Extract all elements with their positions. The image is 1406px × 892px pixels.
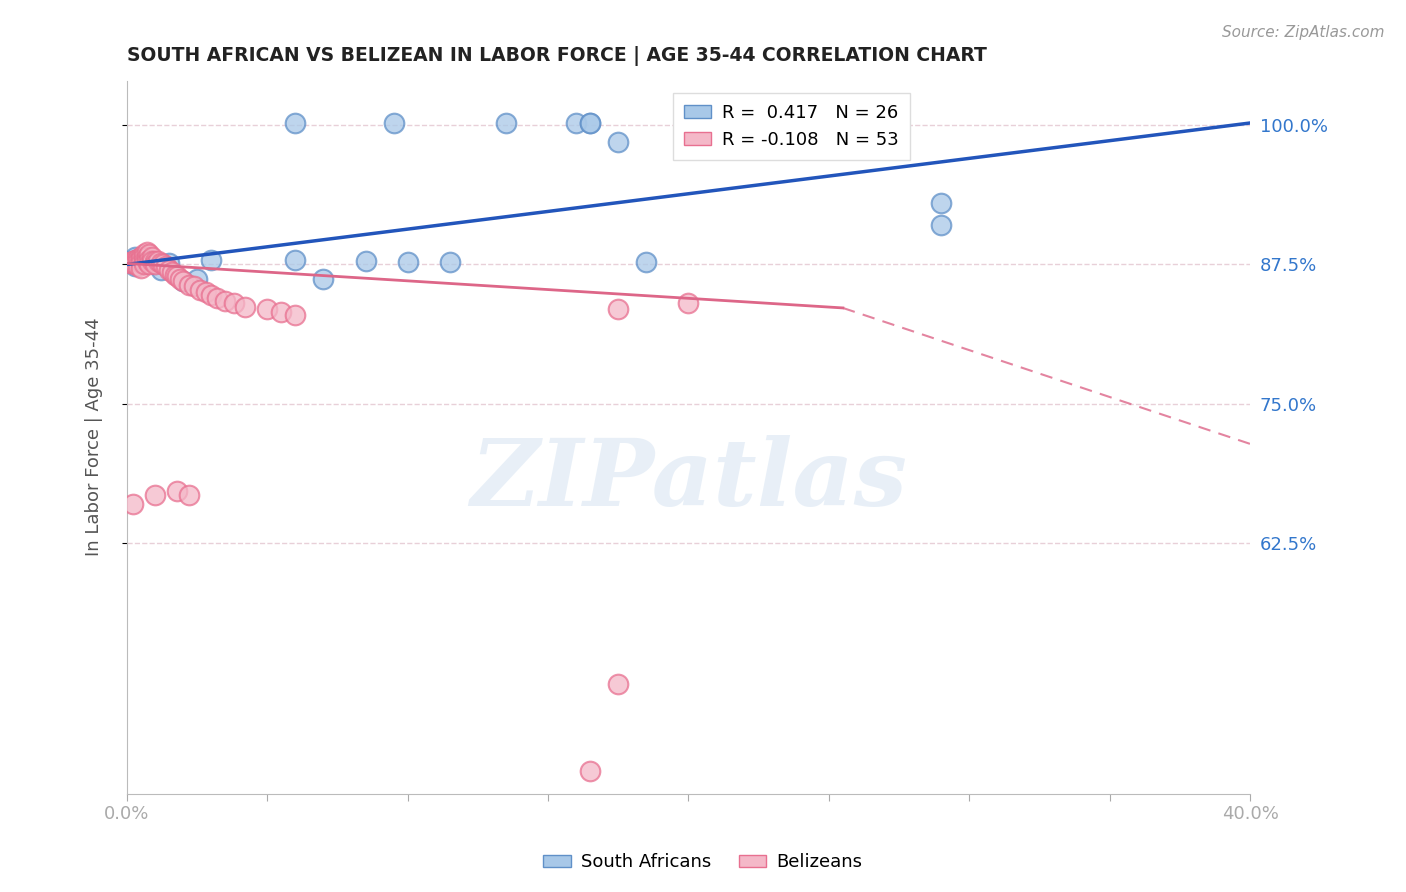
Point	[873, 116, 896, 130]
Point	[132, 250, 155, 264]
Point	[132, 254, 155, 268]
Point	[124, 259, 146, 273]
Point	[172, 274, 194, 288]
Point	[135, 252, 157, 266]
Point	[183, 278, 205, 293]
Point	[135, 250, 157, 264]
Point	[138, 247, 160, 261]
Point	[143, 488, 166, 502]
Point	[284, 116, 307, 130]
Legend: South Africans, Belizeans: South Africans, Belizeans	[536, 847, 870, 879]
Point	[166, 268, 188, 283]
Point	[157, 256, 180, 270]
Point	[354, 254, 377, 268]
Point	[143, 258, 166, 272]
Point	[439, 255, 461, 269]
Point	[127, 252, 149, 266]
Point	[152, 258, 174, 272]
Point	[149, 256, 172, 270]
Point	[129, 260, 152, 275]
Point	[129, 256, 152, 270]
Point	[256, 301, 278, 316]
Point	[177, 488, 200, 502]
Point	[121, 256, 143, 270]
Point	[149, 263, 172, 277]
Point	[929, 219, 952, 233]
Y-axis label: In Labor Force | Age 35-44: In Labor Force | Age 35-44	[86, 318, 103, 557]
Point	[160, 265, 183, 279]
Point	[214, 294, 236, 309]
Point	[121, 256, 143, 270]
Point	[233, 300, 256, 314]
Point	[141, 250, 163, 264]
Point	[132, 258, 155, 272]
Point	[312, 272, 335, 286]
Point	[143, 254, 166, 268]
Text: SOUTH AFRICAN VS BELIZEAN IN LABOR FORCE | AGE 35-44 CORRELATION CHART: SOUTH AFRICAN VS BELIZEAN IN LABOR FORCE…	[127, 46, 987, 66]
Point	[143, 258, 166, 272]
Point	[607, 677, 630, 691]
Point	[118, 255, 141, 269]
Point	[194, 285, 217, 300]
Point	[270, 305, 292, 319]
Point	[127, 259, 149, 273]
Point	[166, 483, 188, 498]
Point	[678, 296, 700, 310]
Point	[163, 268, 186, 282]
Point	[118, 256, 141, 270]
Point	[200, 253, 222, 268]
Point	[121, 497, 143, 511]
Point	[118, 254, 141, 268]
Point	[124, 255, 146, 269]
Point	[127, 255, 149, 269]
Text: Source: ZipAtlas.com: Source: ZipAtlas.com	[1222, 25, 1385, 40]
Point	[157, 263, 180, 277]
Point	[129, 250, 152, 264]
Point	[138, 253, 160, 268]
Point	[186, 272, 208, 286]
Point	[607, 135, 630, 149]
Point	[284, 253, 307, 268]
Point	[129, 252, 152, 266]
Point	[132, 258, 155, 272]
Point	[141, 254, 163, 268]
Point	[579, 764, 602, 779]
Point	[205, 291, 228, 305]
Point	[124, 253, 146, 268]
Point	[135, 254, 157, 268]
Point	[138, 258, 160, 272]
Point	[121, 254, 143, 268]
Point	[124, 258, 146, 272]
Point	[188, 283, 211, 297]
Point	[607, 301, 630, 316]
Point	[124, 250, 146, 264]
Point	[284, 308, 307, 322]
Point	[222, 296, 245, 310]
Point	[132, 247, 155, 261]
Point	[396, 255, 419, 269]
Point	[135, 245, 157, 260]
Point	[636, 255, 658, 269]
Point	[172, 274, 194, 288]
Point	[127, 252, 149, 266]
Point	[200, 287, 222, 301]
Point	[177, 277, 200, 292]
Point	[579, 116, 602, 130]
Text: ZIPatlas: ZIPatlas	[470, 435, 907, 525]
Point	[129, 256, 152, 270]
Point	[382, 116, 405, 130]
Point	[495, 116, 517, 130]
Point	[565, 116, 588, 130]
Point	[138, 255, 160, 269]
Point	[579, 116, 602, 130]
Point	[169, 272, 191, 286]
Legend: R =  0.417   N = 26, R = -0.108   N = 53: R = 0.417 N = 26, R = -0.108 N = 53	[673, 94, 910, 160]
Point	[146, 254, 169, 268]
Point	[929, 196, 952, 211]
Point	[155, 259, 177, 273]
